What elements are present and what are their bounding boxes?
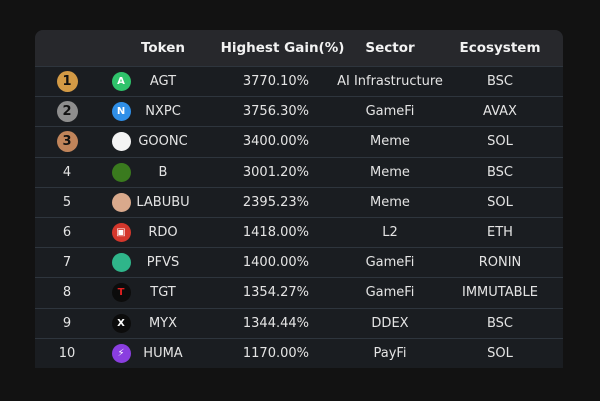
huma-logo-icon: ⚡ bbox=[111, 343, 131, 363]
table-row: 6 ▣ RDO 1418.00% L2 ETH bbox=[35, 216, 563, 247]
token-gains-table: Token Highest Gain(%) Sector Ecosystem 1… bbox=[35, 30, 563, 368]
ecosystem: IMMUTABLE bbox=[462, 285, 538, 301]
sector: L2 bbox=[382, 225, 398, 241]
rank-number: 4 bbox=[62, 164, 72, 180]
sector: AI Infrastructure bbox=[337, 74, 443, 90]
rank-number: 9 bbox=[62, 315, 72, 331]
sector: GameFi bbox=[365, 255, 415, 271]
rank-number: 5 bbox=[62, 194, 72, 210]
ecosystem: ETH bbox=[487, 225, 513, 241]
table-row: 10 ⚡ HUMA 1170.00% PayFi SOL bbox=[35, 337, 563, 368]
highest-gain: 3400.00% bbox=[242, 134, 309, 150]
token-icon-cell: ⚡ bbox=[110, 339, 132, 368]
token-name: RDO bbox=[148, 225, 178, 241]
token-name: LABUBU bbox=[136, 194, 190, 210]
ecosystem: SOL bbox=[487, 194, 513, 210]
rank-cell: 6 bbox=[47, 218, 87, 247]
sector: Meme bbox=[370, 194, 410, 210]
b-logo-icon bbox=[111, 162, 131, 182]
tgt-logo-icon: T bbox=[111, 283, 131, 303]
table-row: 8 T TGT 1354.27% GameFi IMMUTABLE bbox=[35, 277, 563, 307]
rank-number: 8 bbox=[62, 285, 72, 301]
highest-gain: 3770.10% bbox=[242, 74, 309, 90]
rank-number: 6 bbox=[62, 225, 72, 241]
rank-cell: 10 bbox=[47, 339, 87, 368]
sector: GameFi bbox=[365, 104, 415, 120]
header-sector: Sector bbox=[365, 40, 415, 56]
highest-gain: 1400.00% bbox=[242, 255, 309, 271]
token-name: B bbox=[158, 164, 168, 180]
myx-logo-icon: X bbox=[111, 313, 131, 333]
token-icon-cell bbox=[110, 188, 132, 217]
token-icon-cell: N bbox=[110, 97, 132, 126]
token-name: GOONC bbox=[138, 134, 188, 150]
pfvs-logo-icon bbox=[111, 253, 131, 273]
sector: DDEX bbox=[371, 315, 409, 331]
rank-cell: 5 bbox=[47, 188, 87, 217]
token-icon-cell: A bbox=[110, 67, 132, 96]
rank-cell: 8 bbox=[47, 278, 87, 307]
rank-cell: 2 bbox=[47, 97, 87, 126]
token-name: AGT bbox=[149, 74, 177, 90]
rank-cell: 4 bbox=[47, 158, 87, 187]
sector: GameFi bbox=[365, 285, 415, 301]
header-ecosystem: Ecosystem bbox=[459, 40, 541, 56]
rank-cell: 7 bbox=[47, 248, 87, 277]
token-icon-cell: X bbox=[110, 309, 132, 338]
token-name: PFVS bbox=[146, 255, 180, 271]
token-name: TGT bbox=[150, 285, 176, 301]
token-name: NXPC bbox=[145, 104, 181, 120]
rank-number: 7 bbox=[62, 255, 72, 271]
ecosystem: AVAX bbox=[483, 104, 517, 120]
rdo-logo-icon: ▣ bbox=[111, 223, 131, 243]
rank-medal-icon: 2 bbox=[56, 101, 78, 123]
table-row: 1 A AGT 3770.10% AI Infrastructure BSC bbox=[35, 66, 563, 96]
token-icon-cell: T bbox=[110, 278, 132, 307]
token-icon-cell bbox=[110, 127, 132, 156]
sector: PayFi bbox=[373, 345, 407, 361]
sector: Meme bbox=[370, 164, 410, 180]
table-row: 5 LABUBU 2395.23% Meme SOL bbox=[35, 186, 563, 217]
highest-gain: 1170.00% bbox=[242, 345, 309, 361]
rank-medal-icon: 3 bbox=[56, 131, 78, 153]
token-name: MYX bbox=[148, 315, 178, 331]
header-gain: Highest Gain(%) bbox=[220, 40, 345, 56]
highest-gain: 1418.00% bbox=[242, 225, 309, 241]
highest-gain: 1354.27% bbox=[242, 285, 309, 301]
table-row: 4 B 3001.20% Meme BSC bbox=[35, 156, 563, 187]
highest-gain: 3756.30% bbox=[242, 104, 309, 120]
ecosystem: RONIN bbox=[478, 255, 522, 271]
ecosystem: BSC bbox=[486, 315, 514, 331]
token-icon-cell bbox=[110, 158, 132, 187]
highest-gain: 2395.23% bbox=[242, 194, 309, 210]
nxpc-logo-icon: N bbox=[111, 102, 131, 122]
rank-number: 10 bbox=[58, 345, 76, 361]
table-body: 1 A AGT 3770.10% AI Infrastructure BSC 2… bbox=[35, 66, 563, 368]
rank-cell: 3 bbox=[47, 127, 87, 156]
sector: Meme bbox=[370, 134, 410, 150]
header-rank bbox=[47, 30, 87, 66]
token-icon-cell: ▣ bbox=[110, 218, 132, 247]
ecosystem: SOL bbox=[487, 134, 513, 150]
table-row: 2 N NXPC 3756.30% GameFi AVAX bbox=[35, 96, 563, 126]
goonc-logo-icon bbox=[111, 132, 131, 152]
header-token: Token bbox=[140, 40, 186, 56]
ecosystem: BSC bbox=[486, 74, 514, 90]
agt-logo-icon: A bbox=[111, 72, 131, 92]
table-row: 7 PFVS 1400.00% GameFi RONIN bbox=[35, 247, 563, 277]
token-icon-cell bbox=[110, 248, 132, 277]
token-name: HUMA bbox=[143, 345, 183, 361]
rank-cell: 1 bbox=[47, 67, 87, 96]
highest-gain: 3001.20% bbox=[242, 164, 309, 180]
table-row: 3 GOONC 3400.00% Meme SOL bbox=[35, 126, 563, 156]
table-row: 9 X MYX 1344.44% DDEX BSC bbox=[35, 307, 563, 338]
labubu-logo-icon bbox=[111, 192, 131, 212]
ecosystem: SOL bbox=[487, 345, 513, 361]
rank-cell: 9 bbox=[47, 309, 87, 338]
table-header: Token Highest Gain(%) Sector Ecosystem bbox=[35, 30, 563, 66]
ecosystem: BSC bbox=[486, 164, 514, 180]
rank-medal-icon: 1 bbox=[56, 71, 78, 93]
highest-gain: 1344.44% bbox=[242, 315, 309, 331]
